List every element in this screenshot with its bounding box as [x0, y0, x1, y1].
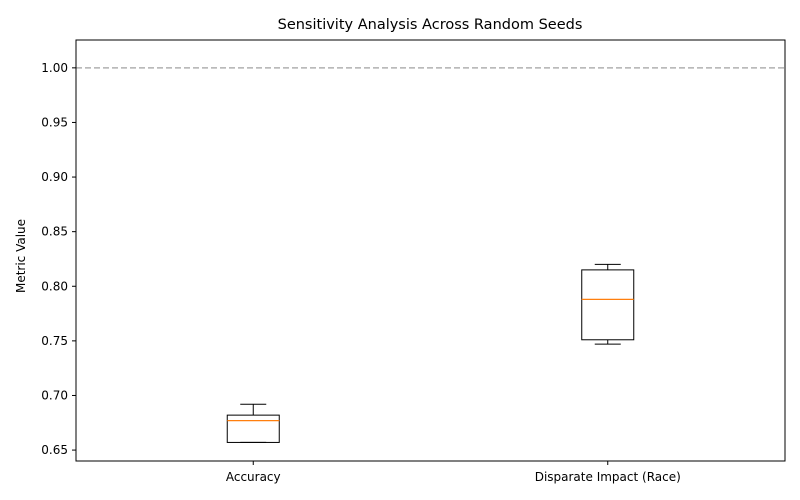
chart-title: Sensitivity Analysis Across Random Seeds	[278, 17, 583, 33]
plot-area: 0.65 0.70 0.75 0.80 0.85 0.90 0.95 1.00 Accuracy…	[41, 39, 786, 484]
y-axis-label: Metric Value	[14, 219, 28, 293]
x-tick-label: Accuracy	[226, 470, 281, 484]
x-tick-label: Disparate Impact (Race)	[535, 470, 681, 484]
y-tick-label: 0.80	[41, 279, 68, 293]
y-tick-label: 0.85	[41, 225, 68, 239]
axes-frame	[75, 39, 786, 462]
y-tick-label: 0.90	[41, 170, 68, 184]
box-iqr	[581, 269, 635, 341]
y-tick-label: 0.75	[41, 334, 68, 348]
y-tick-label: 0.70	[41, 388, 68, 402]
y-tick-label: 1.00	[41, 61, 68, 75]
box-iqr	[226, 414, 280, 443]
y-tick-label: 0.65	[41, 443, 68, 457]
y-tick-label: 0.95	[41, 115, 68, 129]
